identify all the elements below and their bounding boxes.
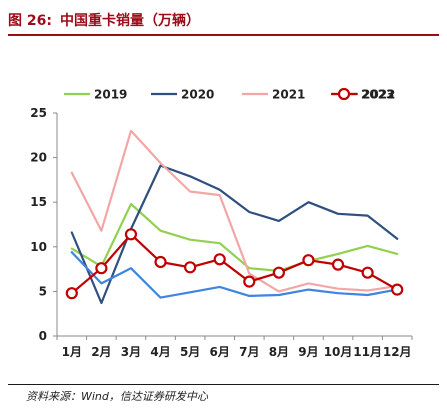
legend-item-2021: 2021	[242, 88, 305, 102]
series-line-2021	[70, 129, 399, 293]
x-tick-label: 10月	[324, 345, 353, 359]
x-tick-label: 11月	[353, 345, 382, 359]
figure-caption: 中国重卡销量（万辆）	[59, 13, 200, 29]
source-note: 资料来源：Wind，信达证券研发中心	[26, 390, 208, 403]
data-point-2023	[65, 287, 78, 300]
legend-label-2020: 2020	[181, 88, 214, 102]
figure-header: 图 26: 中国重卡销量（万辆）	[8, 6, 439, 36]
y-tick-label: 5	[39, 284, 47, 298]
x-tick-label: 2月	[91, 345, 111, 359]
data-point-2023	[391, 283, 404, 296]
legend-label-2019: 2019	[94, 88, 127, 102]
y-tick-label: 25	[30, 106, 47, 120]
data-point-2023	[95, 262, 108, 275]
data-point-2023	[272, 266, 285, 279]
x-tick-label: 6月	[210, 345, 230, 359]
series-line-2022	[70, 251, 399, 299]
x-tick-label: 1月	[62, 345, 82, 359]
footer-rule	[8, 384, 439, 385]
data-point-2023	[154, 255, 167, 269]
series-line-2019	[70, 202, 399, 272]
x-tick-label: 8月	[269, 345, 289, 359]
y-tick-label: 20	[30, 151, 47, 165]
y-tick-label: 15	[30, 195, 47, 209]
axes: 0 5 10 15 20 25 1月 2月 3月 4月 5月 6月 7月 8月 9月 10月 11月 12月	[30, 106, 413, 359]
data-point-2023	[124, 228, 138, 241]
series-line-2023	[70, 233, 399, 295]
data-point-2023	[361, 266, 374, 279]
legend-label-2021: 2021	[272, 88, 305, 102]
x-tick-label: 12月	[383, 345, 412, 359]
figure-number: 图 26:	[8, 13, 52, 29]
legend-marker-2023	[337, 87, 351, 101]
legend-label-2023: 2023	[361, 88, 394, 102]
data-point-2023	[213, 253, 226, 266]
data-point-2023	[243, 275, 256, 288]
data-point-2023	[331, 258, 345, 271]
y-tick-label: 10	[30, 240, 47, 254]
x-tick-label: 7月	[239, 345, 259, 359]
y-tick-label: 0	[39, 329, 47, 343]
figure-title: 图 26: 中国重卡销量（万辆）	[8, 10, 200, 30]
data-point-2023	[302, 254, 315, 267]
legend-item-2023: 2023	[331, 88, 394, 102]
x-tick-label: 4月	[150, 345, 170, 359]
legend-item-2019: 2019	[64, 88, 127, 102]
plot-area	[65, 129, 404, 305]
legend-label-2022: 2022	[362, 88, 395, 102]
data-point-2023	[184, 261, 197, 274]
legend-item-2020: 2020	[151, 88, 214, 102]
x-tick-label: 3月	[121, 345, 141, 359]
x-tick-label: 9月	[298, 345, 318, 359]
x-tick-label: 5月	[180, 345, 200, 359]
